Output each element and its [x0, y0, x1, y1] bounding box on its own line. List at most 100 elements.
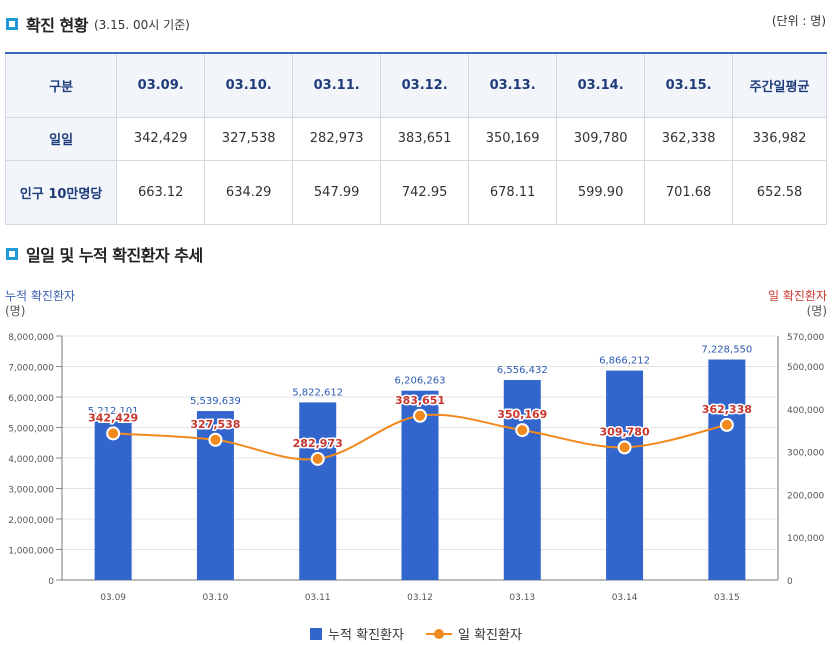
line-value-label: 342,429	[88, 411, 138, 424]
bar-value-label: 6,866,212	[599, 356, 650, 367]
right-tick-label: 500,000	[787, 363, 824, 373]
x-tick-label: 03.15	[714, 593, 740, 603]
left-tick-label: 8,000,000	[8, 333, 54, 343]
table-cell: 701.68	[644, 159, 734, 225]
bar-value-label: 7,228,550	[701, 345, 752, 356]
bar	[94, 421, 132, 580]
left-tick-label: 1,000,000	[8, 547, 54, 557]
table-col-header: 03.09.	[116, 52, 206, 118]
line-value-label: 362,338	[702, 403, 752, 416]
table-col-header: 03.15.	[644, 52, 734, 118]
section-header-status: 확진 현황 (3.15. 00시 기준)	[6, 12, 190, 36]
right-tick-label: 400,000	[787, 406, 824, 416]
stats-table: 구분 03.09. 03.10. 03.11. 03.12. 03.13. 03…	[4, 52, 827, 225]
x-tick-label: 03.11	[305, 593, 331, 603]
x-tick-label: 03.10	[203, 593, 229, 603]
line-value-label: 350,169	[497, 408, 547, 421]
unit-label: (단위 : 명)	[771, 14, 826, 28]
line-point	[208, 432, 223, 447]
line-point	[617, 440, 632, 455]
table-header-row: 구분 03.09. 03.10. 03.11. 03.12. 03.13. 03…	[4, 52, 827, 118]
line-point	[413, 408, 427, 423]
table-col-header: 주간일평균	[732, 52, 827, 118]
line-point	[310, 451, 325, 466]
legend-label: 일 확진환자	[457, 628, 522, 643]
bar-value-label: 5,212,101	[88, 406, 139, 417]
left-tick-label: 3,000,000	[8, 486, 54, 496]
table-col-header: 03.10.	[204, 52, 294, 118]
x-tick-label: 03.14	[612, 593, 638, 603]
right-tick-label: 0	[787, 577, 793, 587]
table-cell: 309,780	[556, 116, 646, 161]
legend-line-swatch	[425, 628, 452, 640]
section-title: 일일 및 누적 확진환자 추세	[26, 246, 203, 265]
section-header-trend: 일일 및 누적 확진환자 추세	[6, 242, 203, 266]
trend-chart: 누적 확진환자(명)일 확진환자(명)01,000,0002,000,0003,…	[5, 289, 827, 603]
table-cell: 599.90	[556, 159, 646, 225]
table-header-label: 구분	[4, 52, 118, 118]
table-cell: 282,973	[292, 116, 382, 161]
left-tick-label: 4,000,000	[8, 455, 54, 465]
legend-item-bar[interactable]: 누적 확진환자	[310, 624, 404, 643]
table-cell: 742.95	[380, 159, 470, 225]
right-tick-label: 300,000	[787, 449, 824, 459]
section-title: 확진 현황	[26, 16, 88, 35]
table-col-header: 03.14.	[556, 52, 646, 118]
table-cell: 547.99	[292, 159, 382, 225]
table-cell: 350,169	[468, 116, 558, 161]
x-tick-label: 03.12	[407, 593, 433, 603]
x-tick-label: 03.09	[100, 593, 126, 603]
table-cell: 362,338	[644, 116, 734, 161]
bar	[299, 402, 337, 580]
table-cell: 634.29	[204, 159, 294, 225]
square-bullet-icon	[6, 18, 18, 30]
left-tick-label: 2,000,000	[8, 516, 54, 526]
table-col-header: 03.11.	[292, 52, 382, 118]
right-tick-label: 570,000	[787, 333, 824, 343]
table-row-label: 인구 10만명당	[4, 159, 118, 225]
legend-item-line[interactable]: 일 확진환자	[425, 624, 522, 643]
table-cell: 652.58	[732, 159, 827, 225]
left-axis-unit: (명)	[5, 304, 25, 318]
bar	[503, 380, 541, 580]
table-col-header: 03.12.	[380, 52, 470, 118]
bar	[708, 359, 746, 580]
bar-value-label: 5,822,612	[292, 387, 343, 398]
table-cell: 663.12	[116, 159, 206, 225]
table-cell: 383,651	[380, 116, 470, 161]
line-value-label: 327,538	[190, 418, 240, 431]
line-point	[719, 417, 734, 432]
line-point	[515, 423, 530, 438]
left-axis-title: 누적 확진환자	[5, 289, 75, 303]
table-row: 일일 342,429 327,538 282,973 383,651 350,1…	[4, 116, 827, 161]
bar	[606, 370, 644, 580]
table-cell: 678.11	[468, 159, 558, 225]
table-cell: 336,982	[732, 116, 827, 161]
left-tick-label: 6,000,000	[8, 394, 54, 404]
table-cell: 342,429	[116, 116, 206, 161]
right-axis-title: 일 확진환자	[768, 289, 827, 303]
chart-legend: 누적 확진환자 일 확진환자	[0, 624, 832, 643]
bar-value-label: 6,556,432	[497, 365, 548, 376]
line-value-label: 309,780	[600, 425, 650, 438]
table-row: 인구 10만명당 663.12 634.29 547.99 742.95 678…	[4, 159, 827, 225]
left-tick-label: 0	[48, 577, 54, 587]
line-value-label: 282,973	[293, 437, 343, 450]
right-tick-label: 200,000	[787, 491, 824, 501]
left-tick-label: 5,000,000	[8, 425, 54, 435]
x-tick-label: 03.13	[509, 593, 535, 603]
square-bullet-icon	[6, 248, 18, 260]
line-value-label: 383,651	[395, 394, 445, 407]
bar-value-label: 6,206,263	[395, 376, 446, 387]
right-tick-label: 100,000	[787, 534, 824, 544]
left-tick-label: 7,000,000	[8, 364, 54, 374]
section-subtitle: (3.15. 00시 기준)	[93, 17, 190, 32]
table-row-label: 일일	[4, 116, 118, 161]
legend-bar-swatch	[310, 627, 323, 640]
bar-value-label: 5,539,639	[190, 396, 241, 407]
legend-label: 누적 확진환자	[328, 628, 404, 643]
table-cell: 327,538	[204, 116, 294, 161]
table-col-header: 03.13.	[468, 52, 558, 118]
line-point	[106, 426, 121, 441]
right-axis-unit: (명)	[807, 304, 827, 318]
